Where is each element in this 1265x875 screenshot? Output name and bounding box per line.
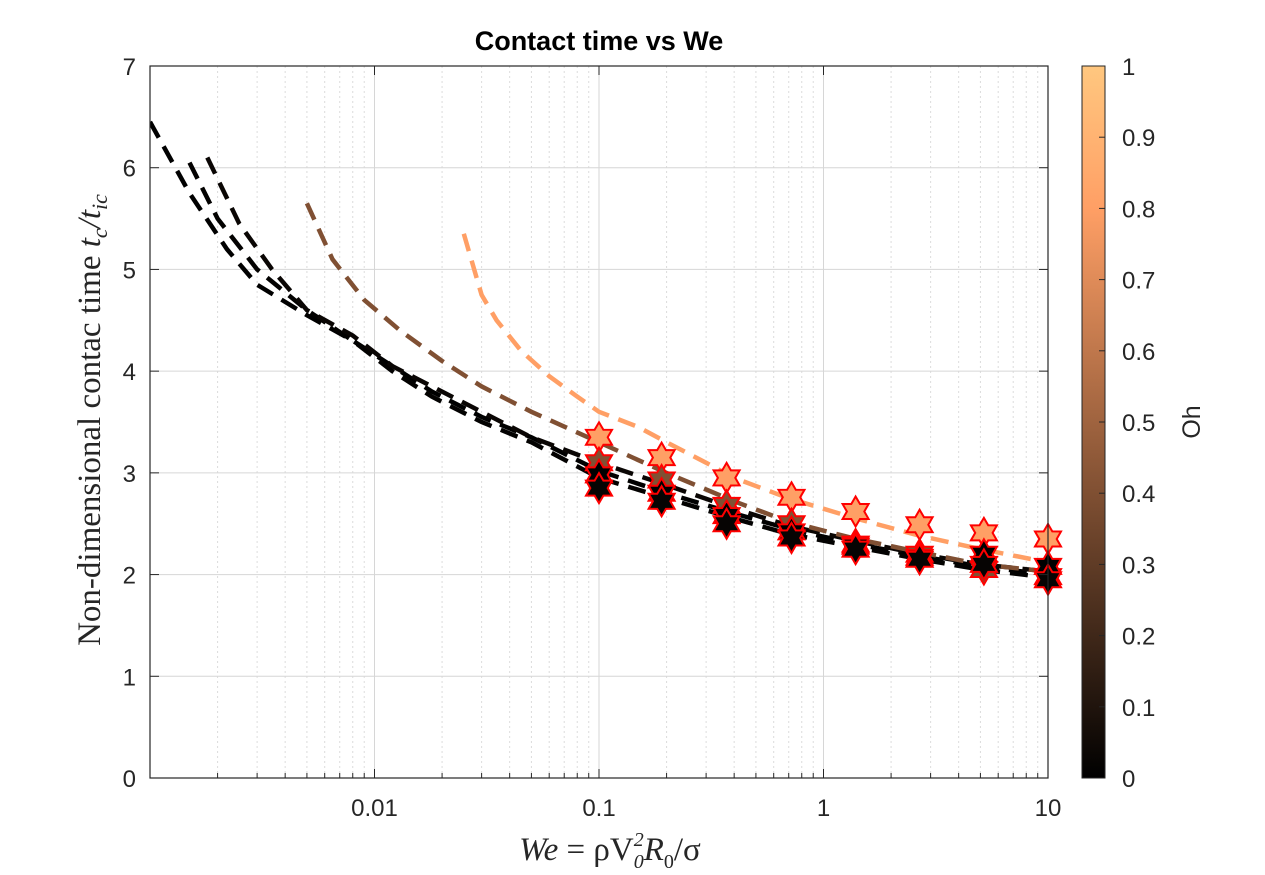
x-tick-label: 0.1 — [582, 795, 615, 822]
hexagram-marker — [584, 471, 614, 506]
x-axis-label: We = ρV02R0/σ — [519, 829, 701, 873]
colorbar-tick-label: 0.4 — [1122, 481, 1155, 508]
colorbar-tick-label: 0.5 — [1122, 410, 1155, 437]
y-tick-label: 0 — [123, 766, 136, 793]
hexagram-marker — [711, 506, 742, 541]
y-tick-label: 4 — [123, 359, 136, 386]
colorbar-ticks: 0 0.1 0.2 0.3 0.4 0.5 0.6 0.7 0.8 0.9 1 — [1099, 54, 1155, 793]
hexagram-marker — [840, 532, 871, 567]
y-tick-label: 3 — [123, 461, 136, 488]
series-line — [304, 202, 1048, 574]
y-tick-label: 1 — [123, 664, 136, 691]
series-line — [187, 161, 1048, 580]
series-lines — [150, 120, 1048, 580]
y-tick-label: 5 — [123, 257, 136, 284]
hexagram-marker — [646, 484, 677, 519]
hexagram-marker — [776, 521, 807, 555]
colorbar-tick-label: 0.1 — [1122, 695, 1155, 722]
colorbar-tick-label: 0.6 — [1122, 339, 1155, 366]
series-line — [461, 233, 1048, 565]
x-tick-label: 10 — [1035, 795, 1062, 822]
x-tick-label: 1 — [817, 795, 830, 822]
minor-gridlines — [217, 66, 1039, 778]
hexagram-marker — [904, 542, 935, 577]
hexagram-marker — [969, 547, 999, 582]
colorbar-tick-label: 0.3 — [1122, 552, 1155, 579]
colorbar-tick-label: 0.8 — [1122, 196, 1155, 223]
data-markers — [584, 420, 1063, 597]
x-tick-label: 0.01 — [351, 795, 398, 822]
x-axis-ticks: 0.01 0.1 1 10 — [217, 66, 1062, 822]
y-axis-label: Non-dimensional contac time tc/tic — [72, 194, 112, 646]
colorbar-tick-label: 0.9 — [1122, 125, 1155, 152]
colorbar-tick-label: 0.7 — [1122, 268, 1155, 295]
chart-title: Contact time vs We — [475, 26, 724, 56]
hexagram-marker — [840, 494, 871, 529]
y-axis-ticks: 0 1 2 3 4 5 6 7 — [123, 54, 1048, 793]
colorbar-tick-label: 1 — [1122, 54, 1135, 81]
y-tick-label: 2 — [123, 563, 136, 590]
series-line — [150, 120, 1048, 577]
colorbar-tick-label: 0 — [1122, 766, 1135, 793]
colorbar-label: Oh — [1178, 405, 1206, 438]
y-tick-label: 7 — [123, 54, 136, 81]
y-tick-label: 6 — [123, 156, 136, 183]
colorbar-tick-label: 0.2 — [1122, 624, 1155, 651]
